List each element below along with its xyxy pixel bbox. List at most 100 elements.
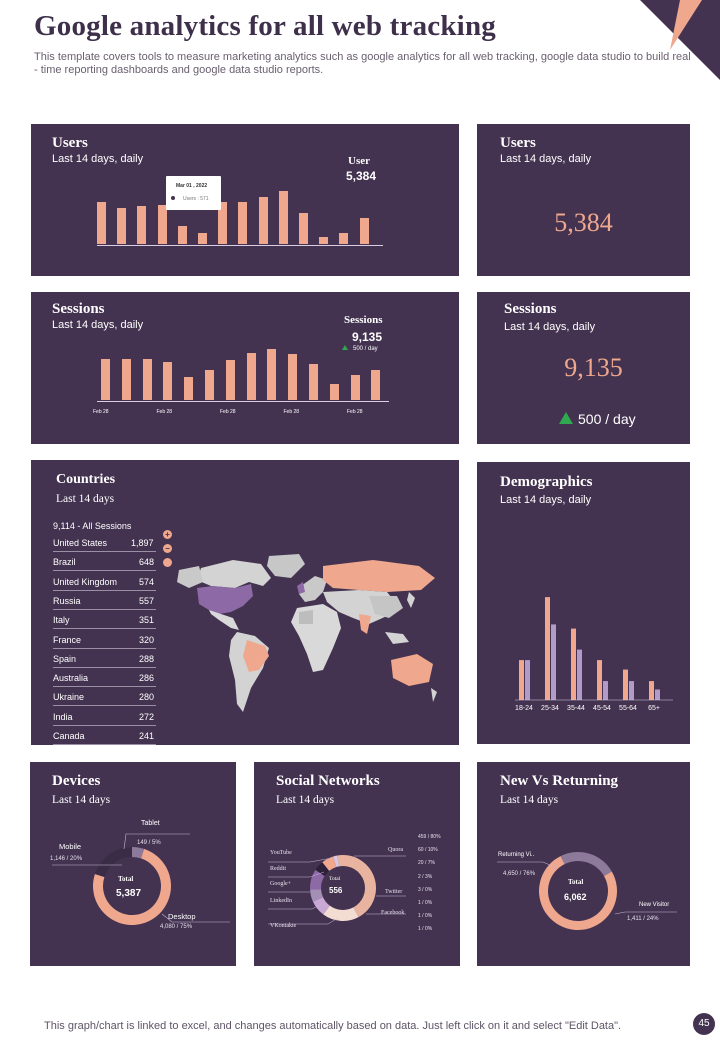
- sessions-chart-card[interactable]: Sessions Last 14 days, daily Sessions 9,…: [31, 292, 459, 444]
- social-slice[interactable]: [333, 855, 340, 867]
- demographics-bar[interactable]: [571, 628, 576, 700]
- sessions-bar[interactable]: [121, 359, 131, 400]
- social-label-facebook: Facebook: [381, 910, 405, 916]
- users-kpi-card[interactable]: Users Last 14 days, daily 5,384: [477, 124, 690, 276]
- sessions-bar[interactable]: [288, 353, 298, 400]
- social-slice[interactable]: [322, 856, 337, 871]
- demographics-bar[interactable]: [655, 689, 660, 701]
- sessions-bar[interactable]: [350, 374, 360, 400]
- sessions-bar[interactable]: [205, 370, 214, 400]
- demographics-bar[interactable]: [597, 660, 602, 700]
- country-row[interactable]: Spain 288: [53, 652, 156, 668]
- country-row[interactable]: Russia 557: [53, 594, 156, 610]
- users-bar[interactable]: [97, 202, 106, 244]
- sessions-bar[interactable]: [267, 348, 277, 400]
- country-value: 280: [139, 692, 155, 703]
- demographics-bar[interactable]: [551, 624, 556, 700]
- social-total-label: Total: [329, 876, 341, 882]
- country-value: 241: [139, 731, 155, 741]
- zoom-in-button[interactable]: +: [163, 530, 172, 539]
- users-bar[interactable]: [177, 226, 187, 244]
- country-row[interactable]: Canada 241: [53, 729, 156, 745]
- nvr-slice[interactable]: [560, 852, 612, 876]
- social-value: 1 / 0%: [418, 900, 433, 906]
- social-slice[interactable]: [315, 862, 330, 876]
- social-label-reddit: Reddit: [270, 866, 286, 872]
- users-baseline: [97, 245, 383, 246]
- devices-slice[interactable]: [132, 847, 145, 859]
- users-bar[interactable]: [359, 218, 369, 244]
- demographics-bar[interactable]: [545, 597, 550, 700]
- social-slice[interactable]: [310, 869, 325, 890]
- users-bar[interactable]: [238, 202, 248, 244]
- devices-slice[interactable]: [94, 847, 132, 878]
- devices-value-mobile: 1,146 / 20%: [50, 856, 83, 862]
- country-value: 1,897: [131, 538, 154, 548]
- users-chart-subtitle: Last 14 days, daily: [52, 153, 144, 165]
- demographics-bar[interactable]: [525, 660, 530, 700]
- users-tooltip[interactable]: Mar 01 , 2022 Users : 571: [166, 176, 221, 210]
- social-slice[interactable]: [310, 889, 323, 902]
- sessions-bar[interactable]: [246, 352, 256, 400]
- new-vs-returning-card[interactable]: New Vs Returning Last 14 days Returning …: [477, 762, 690, 966]
- users-bar[interactable]: [137, 206, 147, 244]
- users-bar[interactable]: [278, 191, 288, 244]
- users-bar[interactable]: [198, 233, 207, 244]
- sessions-bar[interactable]: [101, 359, 110, 400]
- social-slice[interactable]: [323, 905, 359, 921]
- countries-summary: 9,114 - All Sessions: [53, 521, 132, 531]
- demographics-bar[interactable]: [519, 660, 524, 700]
- social-networks-card[interactable]: Social Networks Last 14 days YouTube Red…: [254, 762, 460, 966]
- country-row[interactable]: United Kingdom 574: [53, 575, 156, 591]
- users-bar[interactable]: [319, 237, 329, 244]
- country-row[interactable]: Italy 351: [53, 613, 156, 630]
- nvr-returning-value: 4,650 / 76%: [503, 871, 536, 877]
- devices-value-desktop: 4,080 / 75%: [160, 924, 193, 930]
- sessions-kpi-card[interactable]: Sessions Last 14 days, daily 9,135 500 /…: [477, 292, 690, 444]
- sessions-bar[interactable]: [371, 370, 381, 400]
- devices-subtitle: Last 14 days: [52, 794, 111, 806]
- country-row[interactable]: Australia 286: [53, 671, 156, 688]
- users-bar[interactable]: [339, 233, 349, 244]
- users-bar[interactable]: [299, 213, 308, 244]
- sessions-chart-value: 9,135: [352, 330, 383, 344]
- country-row[interactable]: Ukraine 280: [53, 690, 156, 707]
- country-row[interactable]: Brazil 648: [53, 555, 156, 572]
- x-tick-label: Feb 28: [347, 409, 363, 415]
- devices-card[interactable]: Devices Last 14 days Tablet 149 / 5% Mob…: [30, 762, 236, 966]
- world-map[interactable]: [173, 552, 441, 724]
- country-row[interactable]: United States 1,897: [53, 536, 156, 552]
- sessions-bar[interactable]: [329, 383, 339, 400]
- country-row[interactable]: India 272: [53, 710, 156, 726]
- zoom-out-button[interactable]: −: [163, 544, 172, 553]
- demographics-bar[interactable]: [649, 681, 654, 700]
- sessions-bar[interactable]: [225, 360, 235, 400]
- sessions-bar[interactable]: [309, 364, 318, 400]
- demographics-bar[interactable]: [577, 649, 582, 700]
- sessions-x-ticks: Feb 28 Feb 28 Feb 28 Feb 28 Feb 28: [93, 409, 393, 419]
- social-label-quora: Quora: [388, 847, 403, 853]
- users-bar[interactable]: [218, 202, 228, 244]
- devices-label-mobile: Mobile: [59, 842, 82, 851]
- sessions-kpi-title: Sessions: [504, 301, 557, 317]
- demographics-bar[interactable]: [623, 669, 628, 700]
- users-bar[interactable]: [157, 205, 167, 244]
- devices-value-tablet: 149 / 5%: [137, 840, 161, 846]
- users-chart-card[interactable]: Users Last 14 days, daily User 5,384 Mar…: [31, 124, 459, 276]
- users-bar[interactable]: [258, 197, 268, 244]
- demographics-card[interactable]: Demographics Last 14 days, daily 18-24 25…: [477, 462, 690, 744]
- x-tick-label: Feb 28: [220, 409, 236, 415]
- users-chart-label: User: [348, 155, 370, 167]
- demographics-bar[interactable]: [603, 681, 608, 700]
- countries-card[interactable]: Countries Last 14 days 9,114 - All Sessi…: [31, 460, 459, 745]
- social-slice[interactable]: [312, 897, 330, 915]
- users-bar[interactable]: [117, 208, 127, 244]
- sessions-bar[interactable]: [163, 362, 173, 400]
- country-value: 288: [139, 653, 155, 664]
- country-row[interactable]: France 320: [53, 633, 156, 649]
- sessions-bar[interactable]: [142, 359, 152, 400]
- sessions-bar[interactable]: [184, 376, 194, 400]
- reset-zoom-button[interactable]: [163, 558, 172, 567]
- social-slice[interactable]: [337, 855, 376, 918]
- demographics-bar[interactable]: [629, 681, 634, 700]
